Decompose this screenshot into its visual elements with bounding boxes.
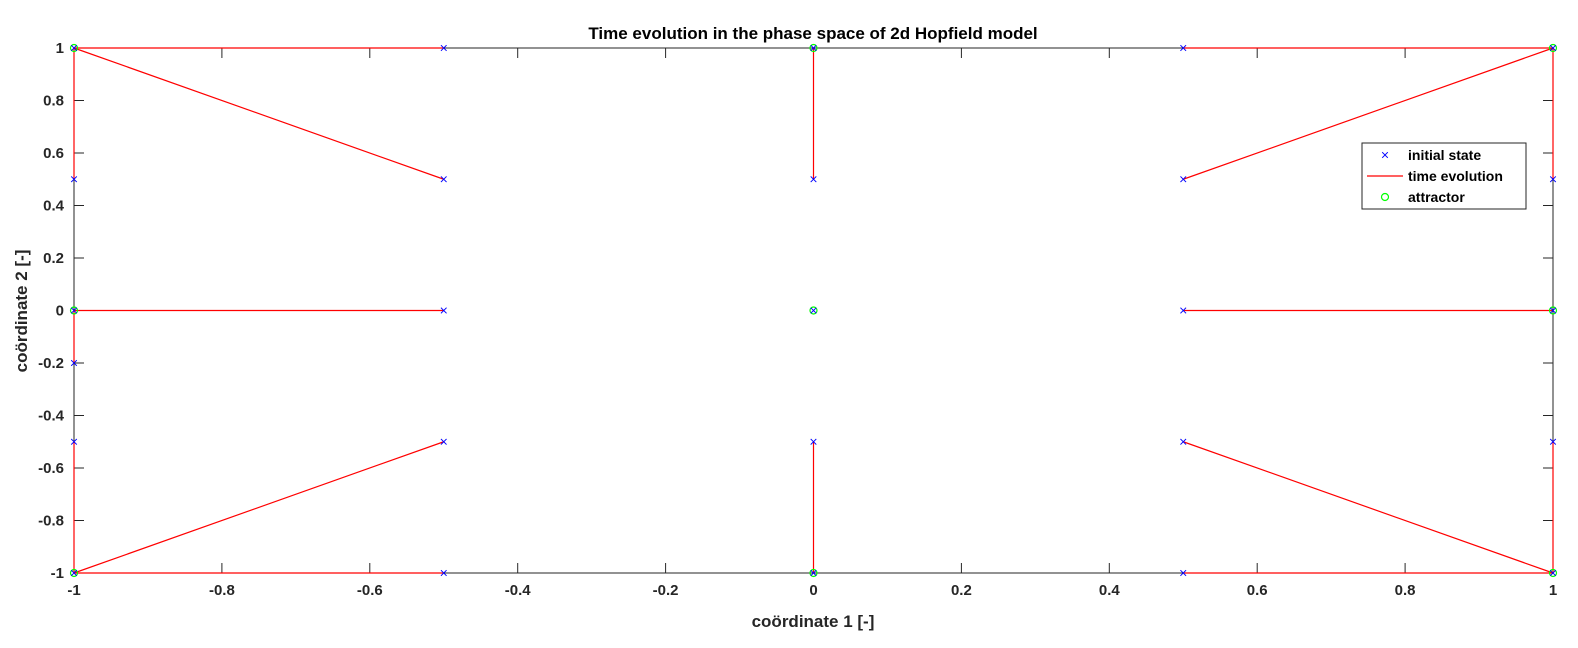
x-tick-label: -0.4	[505, 582, 532, 599]
y-tick-label: 0.2	[43, 250, 64, 267]
initial-state-marker	[1549, 438, 1557, 445]
y-tick-label: -0.4	[38, 408, 65, 425]
time-evolution-line	[73, 47, 444, 180]
initial-state-marker	[70, 438, 78, 445]
x-tick-label: 0.2	[951, 582, 972, 599]
attractor-marker	[809, 43, 818, 53]
initial-state-marker	[440, 307, 447, 314]
initial-state-marker	[810, 307, 817, 314]
y-tick-label: -0.2	[38, 355, 64, 372]
legend-marker-attractor	[1380, 192, 1390, 202]
attractor-marker	[69, 43, 79, 53]
initial-state-marker	[440, 44, 447, 52]
y-tick-label: 0.8	[43, 93, 64, 110]
initial-state-marker	[1549, 569, 1557, 577]
y-tick-label: 0	[56, 303, 64, 320]
y-tick-label: -1	[51, 565, 64, 582]
attractor-marker	[1548, 43, 1558, 53]
x-tick-label: -0.8	[209, 582, 235, 599]
legend-label-time-evolution: time evolution	[1408, 168, 1503, 184]
y-tick-label: 0.6	[43, 145, 64, 162]
initial-state-marker	[1180, 569, 1187, 577]
time-evolution-line	[1183, 47, 1554, 180]
legend-label-initial-state: initial state	[1408, 147, 1481, 163]
x-tick-label: 0.4	[1099, 582, 1121, 599]
x-tick-label: 1	[1549, 582, 1557, 599]
y-tick-label: -0.8	[38, 513, 64, 530]
x-tick-label: -0.6	[357, 582, 383, 599]
plot-area: -1 -0.8 -0.6 -0.4 -0.2 0 0.2 0.4 0.6 0.8 1 -1 -0.8 -0…	[38, 40, 1557, 599]
initial-state-marker	[1180, 44, 1187, 52]
attractor-marker	[69, 306, 79, 315]
attractor-marker	[1548, 568, 1558, 578]
time-evolution-line	[1183, 441, 1554, 574]
initial-state-marker	[70, 44, 78, 52]
initial-state-marker	[810, 44, 817, 52]
x-tick-label: 0.8	[1395, 582, 1416, 599]
y-axis-label: coördinate 2 [-]	[12, 250, 31, 373]
x-tick-label: -1	[67, 582, 80, 599]
y-tick-label: 0.4	[43, 198, 65, 215]
initial-state-marker	[70, 359, 78, 367]
x-tick-label: 0	[809, 582, 817, 599]
x-tick-label: 0.6	[1247, 582, 1268, 599]
initial-state-marker	[440, 569, 447, 577]
chart-title: Time evolution in the phase space of 2d …	[588, 24, 1037, 43]
legend-label-attractor: attractor	[1408, 189, 1465, 205]
y-tick-label: 1	[56, 40, 64, 57]
y-tick-label: -0.6	[38, 460, 64, 477]
initial-state-marker	[70, 569, 78, 577]
initial-state-marker	[810, 438, 817, 445]
initial-state-marker	[440, 176, 447, 183]
initial-state-marker	[1180, 176, 1187, 183]
initial-state-marker	[70, 176, 78, 183]
initial-state-marker	[70, 307, 78, 314]
initial-state-marker	[1180, 307, 1187, 314]
initial-state-marker	[810, 176, 817, 183]
time-evolution-line	[73, 441, 444, 574]
initial-state-marker	[1549, 176, 1557, 183]
initial-state-marker	[1549, 307, 1557, 314]
initial-state-marker	[810, 569, 817, 577]
x-axis-label: coördinate 1 [-]	[752, 612, 875, 631]
initial-state-marker	[440, 438, 447, 445]
x-tick-label: -0.2	[653, 582, 679, 599]
initial-state-marker	[1549, 44, 1557, 52]
legend: initial state time evolution attractor	[1361, 142, 1527, 210]
attractor-marker	[809, 306, 818, 315]
legend-marker-initial-state	[1381, 151, 1389, 159]
attractor-marker	[69, 568, 79, 578]
attractor-marker	[809, 568, 818, 578]
attractor-marker	[1548, 306, 1558, 315]
initial-state-marker	[1180, 438, 1187, 445]
